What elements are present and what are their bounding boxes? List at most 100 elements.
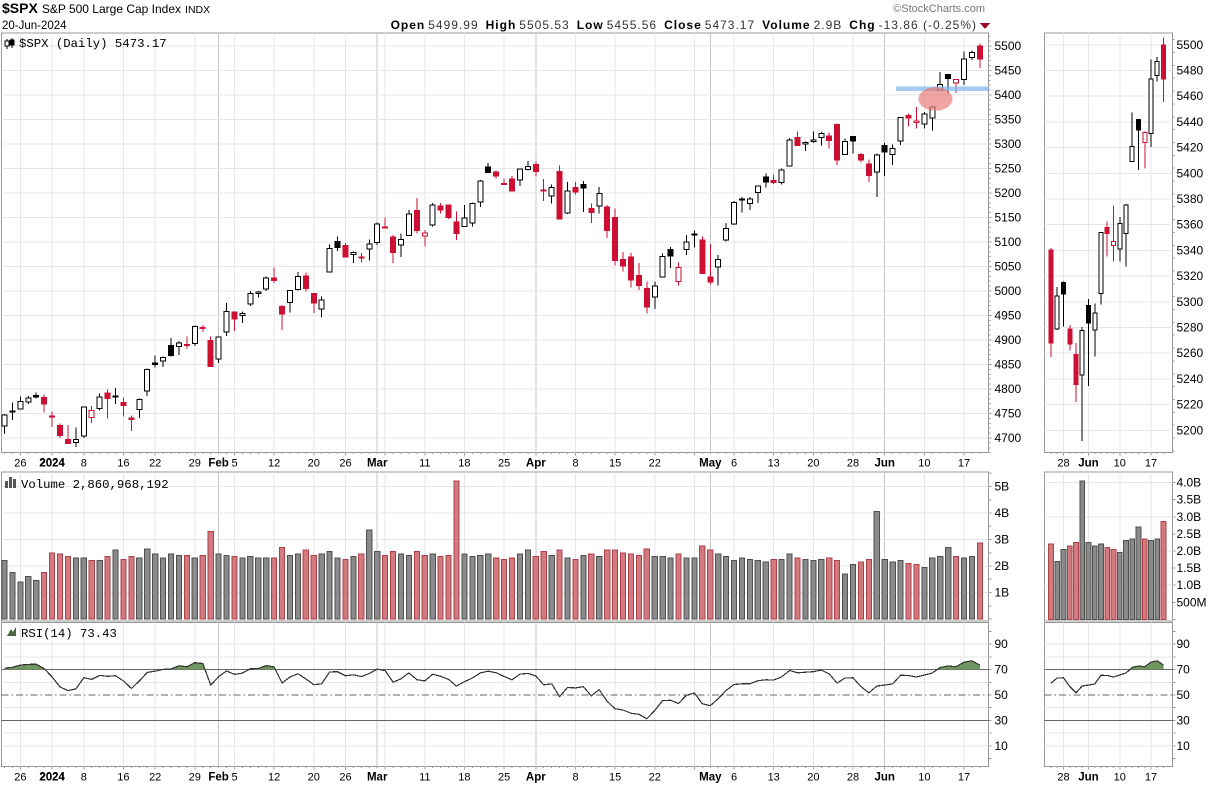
svg-text:3B: 3B: [995, 533, 1010, 547]
svg-text:12: 12: [268, 772, 280, 784]
svg-text:500M: 500M: [1177, 595, 1207, 609]
svg-text:Jun: Jun: [874, 458, 894, 470]
svg-text:Jun: Jun: [874, 772, 894, 784]
svg-text:4B: 4B: [995, 506, 1010, 520]
svg-text:50: 50: [1177, 688, 1191, 702]
svg-text:5: 5: [231, 772, 237, 784]
svg-text:90: 90: [995, 637, 1009, 651]
svg-text:1B: 1B: [995, 586, 1010, 600]
svg-text:2.0B: 2.0B: [1177, 544, 1202, 558]
svg-text:5480: 5480: [1177, 64, 1204, 78]
svg-text:22: 22: [649, 772, 661, 784]
svg-text:5450: 5450: [995, 64, 1022, 78]
svg-text:Apr: Apr: [526, 772, 546, 784]
svg-text:3.0B: 3.0B: [1177, 510, 1202, 524]
svg-text:5150: 5150: [995, 211, 1022, 225]
svg-text:$SPX (Daily) 5473.17: $SPX (Daily) 5473.17: [19, 37, 167, 51]
svg-text:17: 17: [1145, 458, 1157, 470]
svg-text:20: 20: [807, 772, 819, 784]
svg-text:28: 28: [1057, 458, 1069, 470]
svg-text:8: 8: [572, 772, 578, 784]
svg-text:26: 26: [14, 772, 26, 784]
svg-text:5500: 5500: [995, 39, 1022, 53]
svg-text:25: 25: [498, 772, 510, 784]
svg-text:10: 10: [1114, 772, 1126, 784]
svg-text:4800: 4800: [995, 382, 1022, 396]
svg-text:5400: 5400: [995, 88, 1022, 102]
svg-text:70: 70: [995, 663, 1009, 677]
svg-text:5000: 5000: [995, 284, 1022, 298]
svg-text:29: 29: [189, 458, 201, 470]
svg-text:May: May: [699, 458, 722, 470]
svg-text:18: 18: [458, 772, 470, 784]
svg-text:11: 11: [419, 772, 430, 784]
svg-text:5100: 5100: [995, 235, 1022, 249]
svg-text:8: 8: [81, 772, 87, 784]
svg-text:5400: 5400: [1177, 166, 1204, 180]
svg-text:5240: 5240: [1177, 372, 1204, 386]
svg-text:5300: 5300: [1177, 295, 1204, 309]
svg-text:Apr: Apr: [526, 458, 546, 470]
svg-text:6: 6: [731, 458, 737, 470]
svg-text:30: 30: [995, 713, 1009, 727]
svg-text:17: 17: [1145, 772, 1157, 784]
svg-text:2024: 2024: [39, 772, 65, 784]
svg-text:17: 17: [958, 458, 970, 470]
svg-text:4850: 4850: [995, 358, 1022, 372]
svg-text:5B: 5B: [995, 480, 1010, 494]
svg-text:5200: 5200: [995, 186, 1022, 200]
svg-text:4750: 4750: [995, 407, 1022, 421]
svg-text:Feb: Feb: [208, 458, 228, 470]
svg-text:5050: 5050: [995, 260, 1022, 274]
svg-text:May: May: [699, 772, 722, 784]
svg-text:13: 13: [768, 458, 780, 470]
svg-text:20-Jun-2024: 20-Jun-2024: [2, 20, 67, 32]
svg-text:Mar: Mar: [367, 458, 388, 470]
svg-text:5320: 5320: [1177, 269, 1204, 283]
svg-text:10: 10: [1114, 458, 1126, 470]
svg-text:28: 28: [847, 772, 859, 784]
svg-text:4950: 4950: [995, 309, 1022, 323]
svg-text:70: 70: [1177, 663, 1191, 677]
svg-text:18: 18: [458, 458, 470, 470]
svg-text:5200: 5200: [1177, 423, 1204, 437]
svg-text:5250: 5250: [995, 162, 1022, 176]
svg-text:2024: 2024: [40, 458, 64, 470]
svg-text:13: 13: [768, 772, 780, 784]
svg-text:26: 26: [14, 458, 26, 470]
svg-text:12: 12: [268, 458, 280, 470]
svg-text:15: 15: [609, 458, 621, 470]
svg-text:16: 16: [117, 458, 129, 470]
svg-text:1.5B: 1.5B: [1177, 561, 1202, 575]
svg-text:Mar: Mar: [367, 772, 388, 784]
svg-text:Jun: Jun: [1078, 772, 1098, 784]
svg-text:22: 22: [149, 772, 161, 784]
svg-text:Volume 2,860,968,192: Volume 2,860,968,192: [21, 478, 169, 492]
svg-text:5: 5: [231, 458, 237, 470]
svg-text:5500: 5500: [1177, 38, 1204, 52]
svg-text:5300: 5300: [995, 137, 1022, 151]
svg-text:10: 10: [995, 739, 1009, 753]
svg-text:16: 16: [117, 772, 129, 784]
svg-text:15: 15: [609, 772, 621, 784]
svg-text:5340: 5340: [1177, 243, 1204, 257]
svg-text:5460: 5460: [1177, 89, 1204, 103]
svg-text:5440: 5440: [1177, 115, 1204, 129]
svg-text:4900: 4900: [995, 333, 1022, 347]
svg-text:5260: 5260: [1177, 346, 1204, 360]
svg-text:10: 10: [918, 772, 930, 784]
svg-text:20: 20: [807, 458, 819, 470]
svg-text:5350: 5350: [995, 113, 1022, 127]
svg-text:20: 20: [308, 458, 320, 470]
svg-text:25: 25: [498, 458, 510, 470]
svg-text:28: 28: [1057, 772, 1069, 784]
svg-text:5380: 5380: [1177, 192, 1204, 206]
svg-text:22: 22: [149, 458, 161, 470]
svg-text:2B: 2B: [995, 559, 1010, 573]
svg-text:11: 11: [419, 458, 430, 470]
svg-text:22: 22: [649, 458, 661, 470]
svg-text:8: 8: [81, 458, 87, 470]
svg-text:30: 30: [1177, 713, 1191, 727]
